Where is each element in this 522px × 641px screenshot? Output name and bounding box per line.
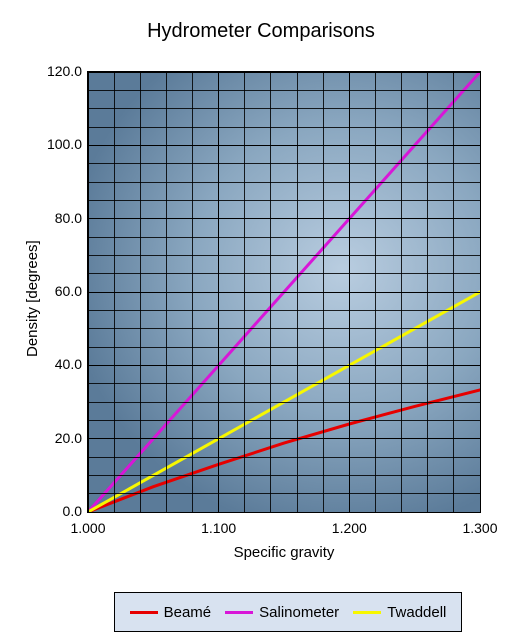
grid-minor-h xyxy=(88,347,480,348)
grid-major-v xyxy=(218,72,219,512)
grid-minor-h xyxy=(88,402,480,403)
y-tick-label: 20.0 xyxy=(36,430,82,446)
x-tick-label: 1.000 xyxy=(58,520,118,536)
grid-minor-v xyxy=(323,72,324,512)
grid-minor-h xyxy=(88,420,480,421)
grid-major-h xyxy=(88,365,480,366)
legend-item: Beamé xyxy=(130,604,212,621)
grid-minor-h xyxy=(88,493,480,494)
grid-minor-h xyxy=(88,310,480,311)
y-tick-label: 60.0 xyxy=(36,283,82,299)
legend-label: Salinometer xyxy=(259,604,339,621)
grid-major-h xyxy=(88,512,480,513)
grid-minor-v xyxy=(244,72,245,512)
legend-label: Twaddell xyxy=(387,604,446,621)
grid-minor-h xyxy=(88,108,480,109)
y-tick-label: 0.0 xyxy=(36,503,82,519)
x-tick-label: 1.200 xyxy=(319,520,379,536)
grid-minor-v xyxy=(140,72,141,512)
page-root: Hydrometer Comparisons Density [degrees]… xyxy=(0,0,522,641)
y-tick-label: 100.0 xyxy=(36,136,82,152)
grid-minor-h xyxy=(88,328,480,329)
grid-minor-h xyxy=(88,182,480,183)
legend-swatch xyxy=(130,611,158,614)
grid-major-h xyxy=(88,218,480,219)
y-tick-label: 120.0 xyxy=(36,63,82,79)
grid-minor-h xyxy=(88,200,480,201)
grid-minor-h xyxy=(88,273,480,274)
grid-minor-h xyxy=(88,255,480,256)
grid-minor-v xyxy=(401,72,402,512)
grid-minor-v xyxy=(375,72,376,512)
x-axis-label: Specific gravity xyxy=(88,544,480,561)
grid-major-h xyxy=(88,72,480,73)
grid-minor-h xyxy=(88,237,480,238)
legend-swatch xyxy=(353,611,381,614)
grid-major-v xyxy=(349,72,350,512)
grid-major-v xyxy=(88,72,89,512)
legend-swatch xyxy=(225,611,253,614)
legend-label: Beamé xyxy=(164,604,212,621)
grid-minor-v xyxy=(192,72,193,512)
grid-minor-h xyxy=(88,127,480,128)
legend-item: Twaddell xyxy=(353,604,446,621)
grid-minor-h xyxy=(88,475,480,476)
grid-major-h xyxy=(88,145,480,146)
grid-minor-h xyxy=(88,383,480,384)
grid-major-h xyxy=(88,292,480,293)
grid-minor-v xyxy=(453,72,454,512)
legend-item: Salinometer xyxy=(225,604,339,621)
x-tick-label: 1.100 xyxy=(189,520,249,536)
y-tick-label: 80.0 xyxy=(36,210,82,226)
x-tick-label: 1.300 xyxy=(450,520,510,536)
legend: Beamé Salinometer Twaddell xyxy=(114,592,462,632)
grid-major-v xyxy=(480,72,481,512)
grid-minor-v xyxy=(114,72,115,512)
grid-minor-h xyxy=(88,90,480,91)
grid-major-h xyxy=(88,438,480,439)
grid-minor-h xyxy=(88,457,480,458)
y-tick-label: 40.0 xyxy=(36,356,82,372)
grid-minor-v xyxy=(427,72,428,512)
grid-minor-v xyxy=(297,72,298,512)
grid-minor-v xyxy=(166,72,167,512)
grid-minor-v xyxy=(270,72,271,512)
grid-minor-h xyxy=(88,163,480,164)
